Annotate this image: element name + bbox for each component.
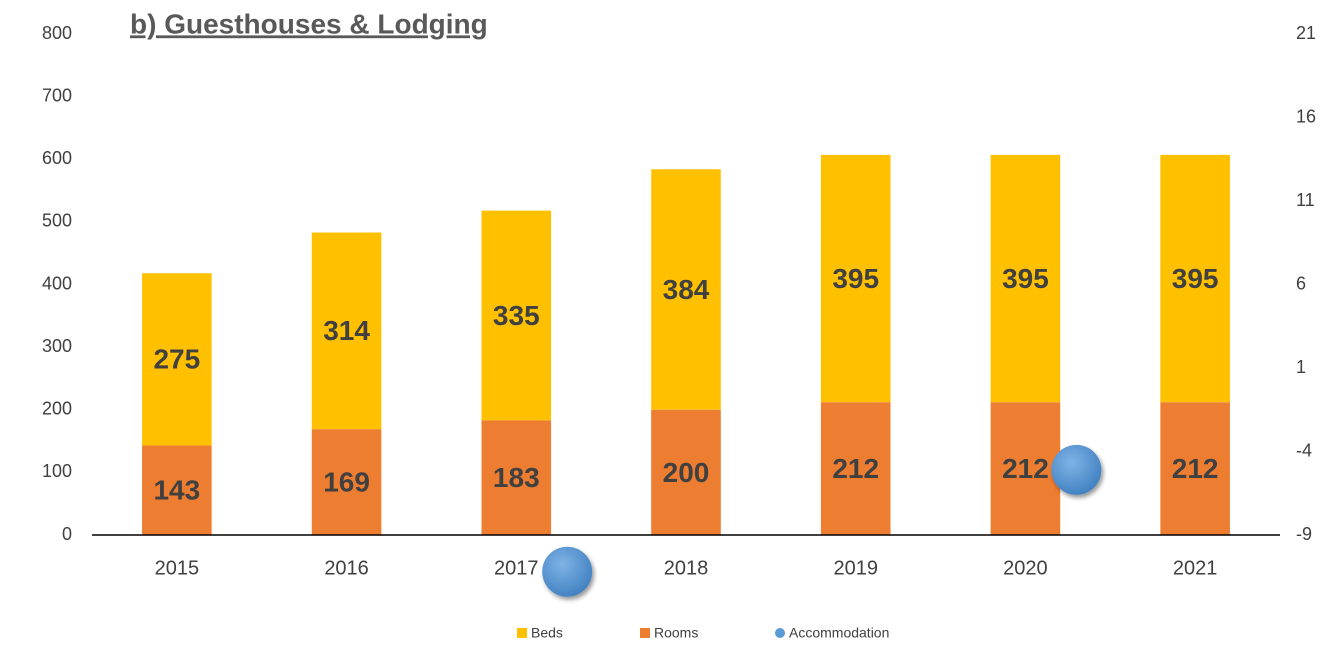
legend-marker	[517, 628, 527, 638]
bar-segment	[990, 402, 1061, 535]
legend-label: Accommodation	[789, 625, 889, 641]
data-label: 395	[1172, 263, 1219, 294]
y-tick-label: 700	[42, 85, 72, 105]
data-label: 384	[663, 274, 710, 305]
bar-segment	[651, 409, 721, 535]
y-tick-label: 100	[42, 461, 72, 481]
legend-label: Rooms	[654, 625, 698, 641]
y-tick-label: 500	[42, 211, 72, 231]
y2-tick-label: 11	[1296, 190, 1315, 210]
bar-segment	[820, 154, 891, 403]
bar-segment	[990, 154, 1061, 403]
y-tick-label: 400	[42, 273, 72, 293]
legend-marker	[775, 628, 785, 638]
data-label: 212	[832, 453, 879, 484]
accommodation-point	[542, 546, 593, 597]
bar-segment	[311, 429, 382, 535]
data-label: 169	[323, 466, 370, 497]
x-tick-label: 2017	[494, 557, 539, 579]
bar-segment	[481, 420, 552, 535]
x-tick-label: 2016	[324, 557, 369, 579]
legend-label: Beds	[531, 625, 563, 641]
data-label: 143	[153, 475, 200, 506]
data-label: 335	[493, 300, 540, 331]
y2-tick-label: -4	[1296, 440, 1312, 460]
x-tick-label: 2020	[1003, 557, 1048, 579]
x-tick-label: 2018	[664, 557, 709, 579]
y2-tick-label: 16	[1296, 106, 1316, 126]
bar-segment	[651, 169, 721, 410]
accommodation-point	[1051, 444, 1102, 495]
y-tick-label: 300	[42, 336, 72, 356]
data-label: 183	[493, 462, 540, 493]
y2-tick-label: 21	[1296, 23, 1316, 43]
data-label: 212	[1172, 453, 1219, 484]
y-tick-label: 800	[42, 23, 72, 43]
bar-segment	[1160, 154, 1230, 403]
bar-segment	[142, 273, 212, 446]
bar-segment	[142, 445, 212, 535]
chart-title: b) Guesthouses & Lodging	[130, 8, 488, 39]
bar-segment	[481, 210, 552, 421]
x-tick-label: 2019	[833, 557, 878, 579]
y-tick-label: 200	[42, 399, 72, 419]
y2-tick-label: 1	[1296, 357, 1306, 377]
x-tick-label: 2015	[155, 557, 200, 579]
legend-marker	[640, 628, 650, 638]
y-tick-label: 600	[42, 148, 72, 168]
data-label: 314	[323, 315, 370, 346]
y2-tick-label: -9	[1296, 524, 1312, 544]
x-tick-label: 2021	[1173, 557, 1218, 579]
bar-segment	[1160, 402, 1230, 535]
bar-segment	[311, 232, 382, 430]
data-label: 212	[1002, 453, 1049, 484]
data-label: 200	[663, 457, 710, 488]
data-label: 275	[153, 344, 200, 375]
y2-tick-label: 6	[1296, 273, 1306, 293]
data-label: 395	[1002, 263, 1049, 294]
bar-segment	[820, 402, 891, 535]
y-tick-label: 0	[62, 524, 72, 544]
data-label: 395	[832, 263, 879, 294]
